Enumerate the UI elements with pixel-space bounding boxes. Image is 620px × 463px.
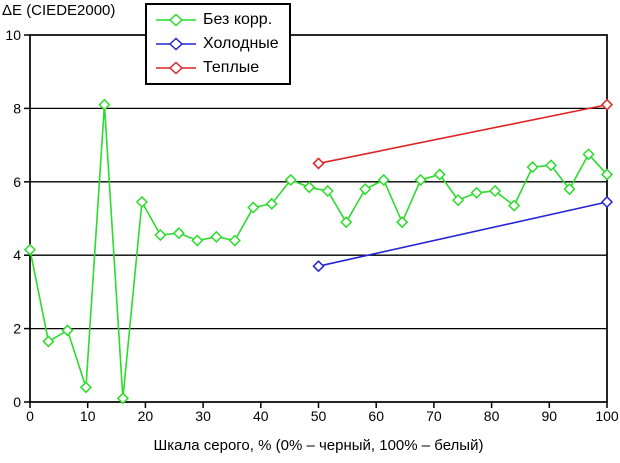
marker-no_correction-19 <box>377 173 390 187</box>
legend-item-cold: Холодные <box>156 32 289 56</box>
marker-cold-0 <box>312 260 325 273</box>
marker-no_correction-23 <box>452 194 465 207</box>
series-line-warm <box>318 103 608 165</box>
marker-no_correction-25 <box>489 184 502 198</box>
marker-no_correction-15 <box>303 181 316 194</box>
x-axis-title: Шкала серого, % (0% – черный, 100% – бел… <box>153 437 484 454</box>
marker-no_correction-12 <box>247 201 260 214</box>
x-tick-label-20: 20 <box>138 408 154 424</box>
plot-frame <box>29 34 608 403</box>
marker-no_correction-26 <box>508 199 521 212</box>
y-tick-label-0: 0 <box>13 394 21 410</box>
marker-no_correction-13 <box>265 197 278 210</box>
marker-no_correction-22 <box>433 168 446 181</box>
x-tick-label-80: 80 <box>484 408 500 424</box>
marker-no_correction-11 <box>228 234 241 247</box>
y-tick-label-8: 8 <box>13 100 21 116</box>
marker-no_correction-9 <box>191 234 204 247</box>
y-tick-label-6: 6 <box>13 174 21 190</box>
marker-cold-1 <box>600 195 614 209</box>
marker-no_correction-6 <box>135 195 148 209</box>
series-line-cold <box>318 201 608 267</box>
marker-no_correction-14 <box>284 173 297 187</box>
legend-item-warm: Теплые <box>156 56 289 80</box>
x-tick-label-40: 40 <box>253 408 269 424</box>
marker-no_correction-29 <box>563 183 576 196</box>
marker-no_correction-3 <box>79 381 93 394</box>
y-axis-title: ΔE (CIEDE2000) <box>2 2 116 19</box>
marker-no_correction-10 <box>210 230 223 243</box>
marker-no_correction-28 <box>544 159 558 172</box>
marker-no_correction-7 <box>154 228 167 242</box>
marker-no_correction-31 <box>600 168 614 181</box>
x-tick-label-90: 90 <box>542 408 558 424</box>
x-tick-label-30: 30 <box>195 408 211 424</box>
y-tick-label-4: 4 <box>13 247 21 263</box>
marker-no_correction-0 <box>23 243 37 256</box>
legend-marker-warm <box>156 61 196 75</box>
x-tick-label-10: 10 <box>80 408 96 424</box>
x-tick-label-60: 60 <box>368 408 384 424</box>
legend-label-no_correction: Без корр. <box>203 11 273 28</box>
marker-warm-0 <box>312 157 325 170</box>
legend: Без корр. Холодные Теплые <box>145 3 291 85</box>
marker-no_correction-16 <box>321 184 334 198</box>
marker-no_correction-27 <box>526 161 539 174</box>
x-tick-label-100: 100 <box>595 408 619 424</box>
x-tick-label-70: 70 <box>426 408 442 424</box>
legend-label-warm: Теплые <box>203 59 260 76</box>
marker-no_correction-17 <box>340 216 353 229</box>
y-tick-label-2: 2 <box>13 321 21 337</box>
x-tick-label-0: 0 <box>26 408 34 424</box>
legend-label-cold: Холодные <box>203 35 279 52</box>
legend-item-no_correction: Без корр. <box>156 8 289 32</box>
legend-marker-cold <box>156 37 196 51</box>
legend-marker-no_correction <box>156 13 196 27</box>
series-line-no_correction <box>29 104 608 399</box>
marker-no_correction-8 <box>172 227 185 240</box>
marker-no_correction-24 <box>470 186 483 199</box>
marker-no_correction-30 <box>582 148 595 161</box>
marker-no_correction-18 <box>359 183 372 196</box>
marker-no_correction-21 <box>414 173 427 187</box>
marker-no_correction-2 <box>61 324 74 337</box>
y-tick-label-10: 10 <box>5 27 21 43</box>
marker-no_correction-5 <box>116 392 129 405</box>
marker-no_correction-20 <box>396 216 409 229</box>
marker-no_correction-1 <box>42 335 55 348</box>
marker-no_correction-4 <box>98 98 111 111</box>
marker-warm-1 <box>600 98 614 111</box>
x-tick-label-50: 50 <box>311 408 327 424</box>
